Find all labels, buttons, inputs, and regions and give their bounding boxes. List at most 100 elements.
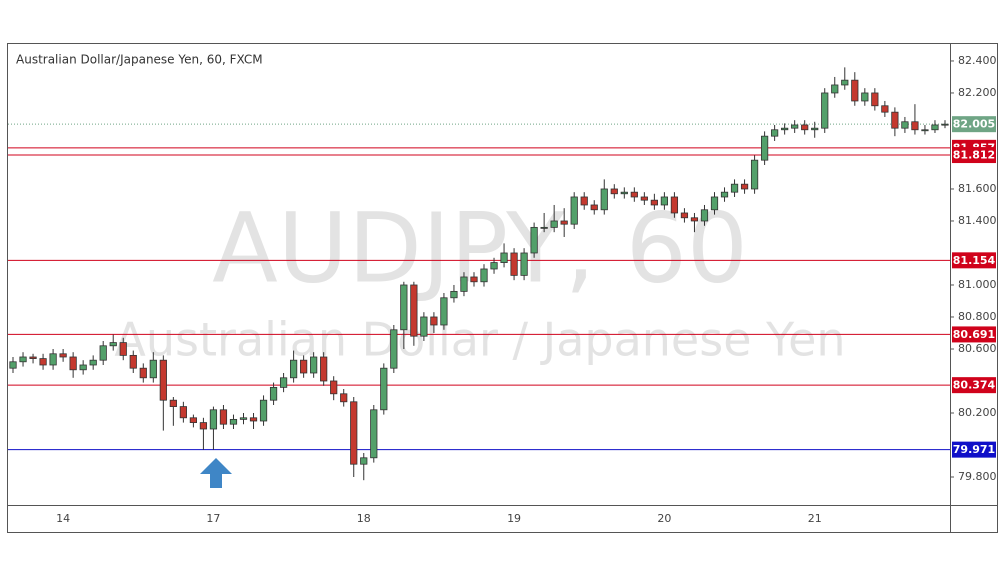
candle-body xyxy=(740,183,749,190)
candle-body xyxy=(199,422,208,430)
candle-body xyxy=(600,188,608,211)
candle-body xyxy=(49,353,57,366)
candle-body xyxy=(310,356,318,374)
candle-body xyxy=(891,111,899,129)
level-label: 81.812 xyxy=(953,149,995,162)
candle-body xyxy=(540,226,548,229)
candle-body xyxy=(390,329,398,369)
y-tick-label: 82.400 xyxy=(958,54,997,67)
x-tick-label: 19 xyxy=(507,512,521,525)
level-label: 79.971 xyxy=(953,443,995,456)
candle-body xyxy=(440,297,448,326)
candle-body xyxy=(209,409,218,430)
candle-body xyxy=(69,356,77,371)
candle-body xyxy=(690,217,699,222)
candle-body xyxy=(269,386,278,401)
candle-body xyxy=(670,196,679,214)
x-tick-label: 17 xyxy=(206,512,220,525)
candle-body xyxy=(710,196,719,211)
candle-body xyxy=(590,204,598,211)
y-tick-label: 81.600 xyxy=(958,182,997,195)
candle-body xyxy=(911,121,919,131)
candle-body xyxy=(149,359,157,379)
level-label: 80.374 xyxy=(953,379,996,392)
candle-body xyxy=(259,399,268,422)
candle-body xyxy=(179,406,187,419)
candle-body xyxy=(771,129,779,137)
candle-body xyxy=(119,342,127,356)
candle-body xyxy=(480,268,488,283)
candle-body xyxy=(901,121,909,129)
candle-body xyxy=(720,191,729,198)
candle-body xyxy=(109,342,117,347)
candle-body xyxy=(750,159,759,190)
candle-body xyxy=(169,399,177,407)
candle-body xyxy=(570,196,578,225)
frame xyxy=(7,43,998,533)
candle-body xyxy=(680,212,689,219)
candle-body xyxy=(640,196,648,201)
candle-body xyxy=(580,196,588,206)
candle-body xyxy=(630,191,638,198)
y-tick-label: 80.600 xyxy=(958,342,997,355)
candle-body xyxy=(450,290,458,299)
candle-body xyxy=(400,284,408,331)
chart-title: Australian Dollar/Japanese Yen, 60, FXCM xyxy=(16,53,263,67)
candle-body xyxy=(159,359,167,401)
candle-body xyxy=(560,220,568,225)
candle-body xyxy=(620,191,628,195)
candle-body xyxy=(610,188,618,195)
y-tick-label: 80.200 xyxy=(958,406,997,419)
x-tick-label: 20 xyxy=(657,512,671,525)
candle-body xyxy=(791,124,799,129)
candle-body xyxy=(29,356,37,359)
candle-body xyxy=(730,183,739,193)
candle-body xyxy=(410,284,418,337)
candle-body xyxy=(350,401,358,465)
level-label-box xyxy=(952,326,996,343)
candle-body xyxy=(851,79,859,102)
candle-body xyxy=(700,209,709,222)
level-label-box xyxy=(952,441,996,458)
candle-body xyxy=(289,359,298,379)
level-label: 80.691 xyxy=(953,328,995,341)
candle-body xyxy=(219,409,228,425)
candle-body xyxy=(470,276,478,283)
y-tick-label: 81.000 xyxy=(958,278,997,291)
candle-body xyxy=(279,377,288,388)
arrow xyxy=(200,458,232,488)
candle-body xyxy=(500,252,508,263)
candle-body xyxy=(520,252,528,276)
candle-body xyxy=(370,409,378,459)
x-tick-label: 21 xyxy=(808,512,822,525)
candle-body xyxy=(239,417,248,420)
candle-body xyxy=(59,353,67,358)
watermark-subtitle: Australian Dollar / Japanese Yen xyxy=(114,313,845,367)
candle-body xyxy=(871,92,879,107)
candle-body xyxy=(249,417,258,422)
candle-body xyxy=(9,361,17,369)
level-label-box xyxy=(952,147,996,164)
candle-body xyxy=(79,364,87,371)
candle-body xyxy=(139,367,147,379)
candle-body xyxy=(781,127,789,131)
watermark: AUDJPY, 60 xyxy=(212,192,748,304)
candle-body xyxy=(380,367,388,411)
candle-body xyxy=(941,123,949,126)
y-tick-label: 80.800 xyxy=(958,310,997,323)
candle-body xyxy=(510,252,518,276)
y-tick-label: 82.200 xyxy=(958,86,997,99)
candle-body xyxy=(189,417,198,423)
candle-body xyxy=(460,276,468,292)
candle-body xyxy=(831,84,839,94)
candle-body xyxy=(811,127,819,131)
level-label-box xyxy=(952,116,996,133)
candle-body xyxy=(99,345,107,361)
x-tick-label: 14 xyxy=(56,512,70,525)
level-label: 81.154 xyxy=(953,254,996,267)
candle-body xyxy=(340,393,348,403)
candle-body xyxy=(821,92,829,129)
y-tick-label: 81.400 xyxy=(958,214,997,227)
candle-body xyxy=(550,220,558,228)
